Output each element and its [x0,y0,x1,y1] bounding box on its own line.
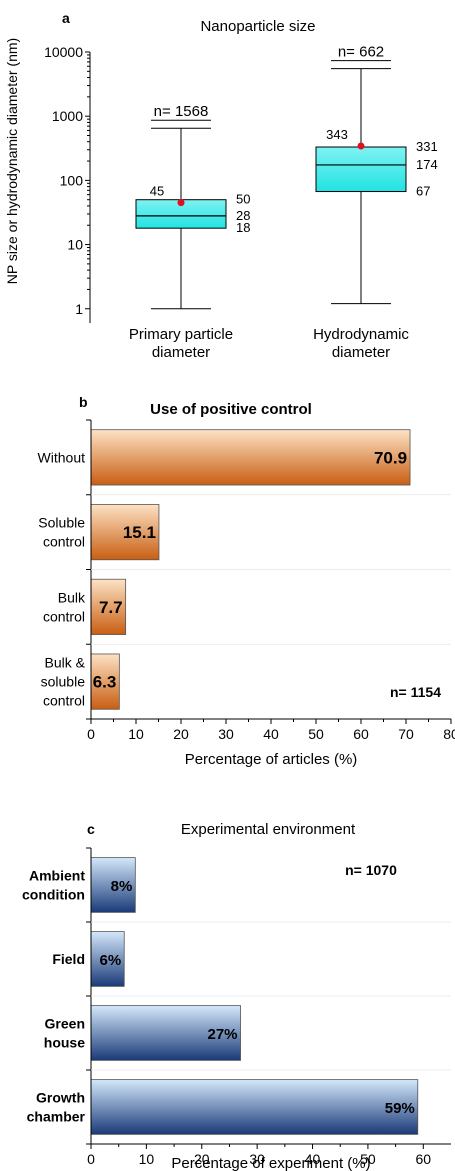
panel-a-category-label: Hydrodynamic diameter [313,326,409,361]
panel-a-y-tick-label: 10000 [44,44,83,60]
panel-b-x-tick-label: 20 [173,726,189,742]
panel-c-bar-value-label: 59% [385,1100,415,1117]
panel-c-x-tick-label: 60 [416,1151,432,1167]
panel-c-bar-value-label: 8% [111,878,133,895]
panel-a-title: Nanoparticle size [200,18,315,35]
panel-c-category-label: Green house [44,1016,85,1051]
panel-b-bar [90,504,160,561]
panel-c-bar [90,857,136,913]
panel-c-bar [90,1079,419,1135]
box-n-label: n= 1568 [154,103,209,120]
box-mean-marker [177,199,185,207]
panel-a-y-tick-label: 10 [67,237,83,253]
panel-c-category-label: Ambient condition [22,868,85,903]
box-q1-label: 18 [236,220,250,235]
panel-b-x-tick-label: 10 [128,726,144,742]
panel-c-x-tick-label: 0 [87,1151,95,1167]
panel-b-category-label: Bulk & soluble control [41,655,86,709]
panel-c-x-tick-label: 30 [249,1151,265,1167]
panel-b-bar-chart: b Use of positive control 70.9 15.1 7.7 6.3… [38,394,455,768]
panel-b-bar-value-label: 7.7 [99,598,123,617]
panel-b-x-tick-label: 30 [218,726,234,742]
panel-c-n-annotation: n= 1070 [345,862,397,878]
panel-a-y-tick-label: 1 [75,301,83,317]
panel-a-box-chart: a Nanoparticle size NP size or hydrodyna… [4,10,438,361]
panel-b-x-tick-label: 60 [353,726,369,742]
panel-c-bar-value-label: 6% [100,952,122,969]
panel-c-title: Experimental environment [181,821,356,838]
panel-a-y-tick-label: 100 [60,172,84,188]
panel-b-bar [90,653,120,710]
panel-c-bar-value-label: 27% [208,1026,238,1043]
panel-b-x-tick-label: 80 [443,726,455,742]
panel-c-category-label: Growth chamber [27,1090,86,1125]
box-q3-label: 50 [236,192,250,207]
panel-c-letter: c [87,821,95,837]
panel-b-x-tick-label: 0 [87,726,95,742]
panel-c-x-tick-label: 20 [194,1151,210,1167]
panel-b-title: Use of positive control [150,401,312,418]
panel-c-x-tick-label: 50 [360,1151,376,1167]
box-median-label: 28 [236,208,250,223]
box-mean-label: 45 [150,184,164,199]
box-iqr [315,146,407,193]
panel-b-category-label: Bulk control [43,589,86,624]
panel-b-n-annotation: n= 1154 [390,684,441,700]
panel-c-bar [90,931,125,987]
panel-b-bar-value-label: 15.1 [123,523,156,542]
box-q3-label: 331 [416,139,438,154]
panel-c-bar-chart: c Experimental environment 8% 6% 27% 59% 0 1… [22,821,451,1171]
box-mean-label: 343 [326,127,348,142]
panel-b-x-tick-label: 40 [263,726,279,742]
panel-b-bar [90,578,127,635]
panel-b-bar-value-label: 70.9 [374,448,407,467]
panel-c-category-label: Field [52,951,85,967]
panel-b-letter: b [79,394,88,410]
box-median-label: 174 [416,157,438,172]
box-q1-label: 67 [416,184,430,199]
panel-c-bar [90,1005,241,1061]
panel-b-bar-value-label: 6.3 [93,673,117,692]
panel-b-xlabel: Percentage of articles (%) [185,751,358,768]
panel-a-y-tick-label: 1000 [52,108,83,124]
panel-b-category-label: Without [38,449,86,465]
panel-b-bar [90,429,411,486]
panel-c-x-tick-label: 40 [305,1151,321,1167]
panel-c-xlabel: Percentage of experiment (%) [171,1155,370,1171]
panel-a-ylabel: NP size or hydrodynamic diameter (nm) [4,38,20,284]
panel-a-letter: a [62,10,70,26]
panel-b-x-tick-label: 70 [398,726,414,742]
panel-b-x-tick-label: 50 [308,726,324,742]
box-mean-marker [357,142,365,150]
box-n-label: n= 662 [338,44,384,61]
panel-c-x-tick-label: 10 [139,1151,155,1167]
panel-b-category-label: Soluble control [38,515,85,550]
panel-a-category-label: Primary particle diameter [129,326,233,361]
